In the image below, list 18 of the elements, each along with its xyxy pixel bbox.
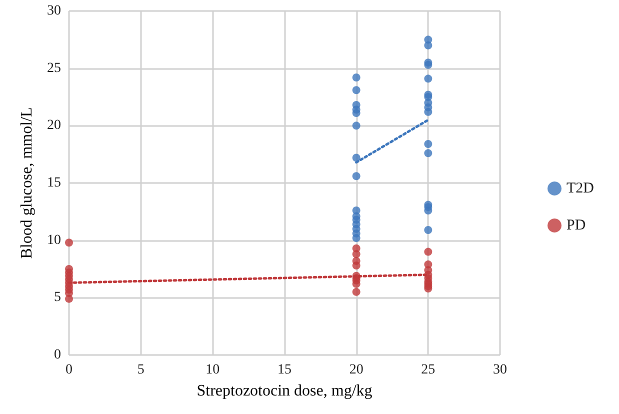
y-tick-label: 20 — [47, 118, 61, 134]
legend-label: PD — [566, 218, 586, 234]
y-tick-label: 0 — [54, 348, 61, 362]
y-tick-label: 5 — [54, 290, 61, 306]
x-tick-label: 10 — [206, 362, 220, 378]
y-tick-label: 15 — [47, 176, 61, 190]
x-tick-label: 20 — [349, 362, 364, 378]
y-tick-label: 25 — [47, 60, 61, 76]
legend-label: T2D — [566, 180, 594, 196]
x-tick-label: 15 — [278, 362, 292, 378]
x-tick-label: 5 — [137, 362, 144, 378]
x-tick-label: 25 — [421, 362, 436, 378]
x-axis-title: Streptozotocin dose, mg/kg — [196, 382, 372, 400]
x-tick-label: 30 — [493, 362, 507, 378]
y-axis-title: Blood glucose, mmol/L — [18, 107, 36, 259]
x-tick-label: 0 — [66, 362, 72, 378]
y-tick-label: 10 — [47, 232, 61, 248]
y-tick-label: 30 — [47, 4, 61, 18]
